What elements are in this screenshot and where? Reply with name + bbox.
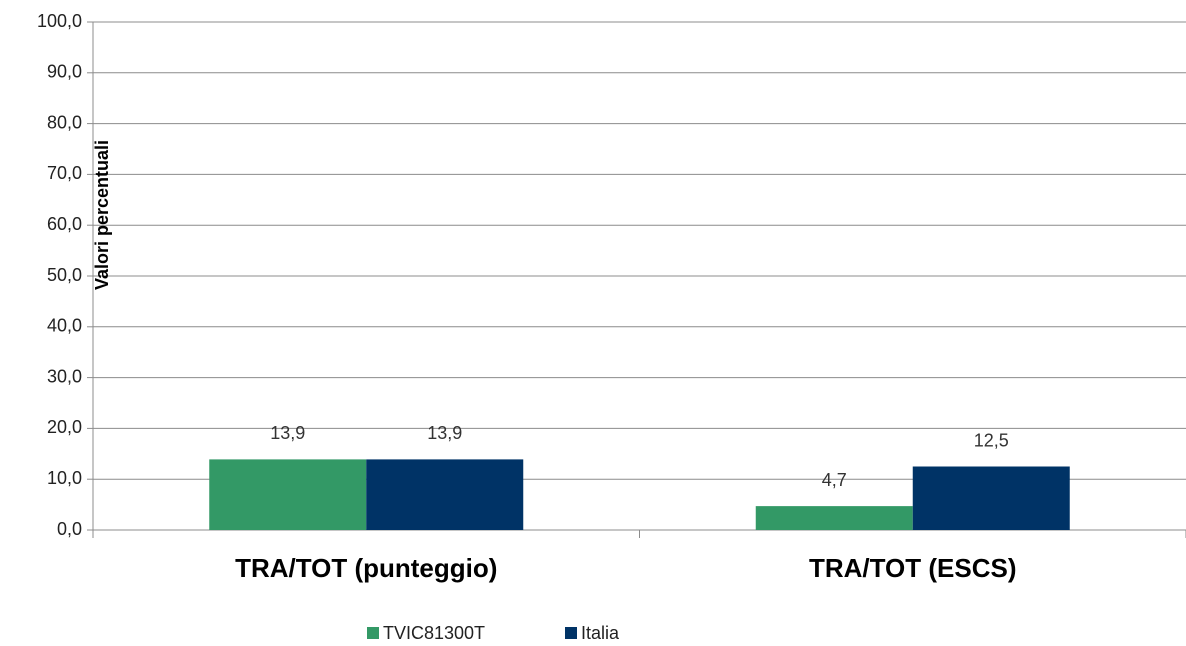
y-axis-label: Valori percentuali [92, 140, 112, 290]
legend-swatch [565, 627, 577, 639]
data-label: 12,5 [974, 430, 1009, 450]
y-tick-label: 100,0 [37, 11, 82, 31]
legend-swatch [367, 627, 379, 639]
bar [755, 506, 913, 530]
y-tick-label: 40,0 [47, 316, 82, 336]
legend-label: TVIC81300T [383, 623, 485, 643]
data-label: 13,9 [270, 423, 305, 443]
y-tick-label: 90,0 [47, 62, 82, 82]
y-tick-label: 70,0 [47, 163, 82, 183]
y-tick-label: 60,0 [47, 214, 82, 234]
bar [209, 459, 367, 530]
data-label: 13,9 [427, 423, 462, 443]
y-tick-label: 20,0 [47, 417, 82, 437]
bar [366, 459, 524, 530]
y-tick-label: 50,0 [47, 265, 82, 285]
y-tick-label: 0,0 [57, 519, 82, 539]
y-tick-label: 80,0 [47, 112, 82, 132]
x-tick-label: TRA/TOT (punteggio) [235, 553, 497, 583]
y-tick-label: 10,0 [47, 468, 82, 488]
y-tick-label: 30,0 [47, 366, 82, 386]
legend-label: Italia [581, 623, 620, 643]
bar [912, 466, 1070, 530]
data-label: 4,7 [822, 470, 847, 490]
x-tick-label: TRA/TOT (ESCS) [809, 553, 1017, 583]
